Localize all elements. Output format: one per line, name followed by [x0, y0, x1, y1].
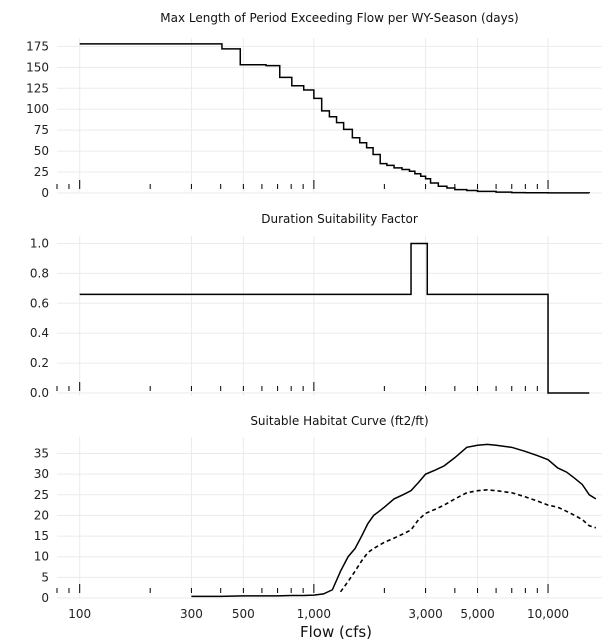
- y-tick-label: 20: [34, 508, 49, 522]
- y-tick-label: 50: [34, 144, 49, 158]
- y-tick-label: 1.0: [30, 236, 49, 250]
- y-tick-label: 175: [26, 39, 49, 53]
- x-tick-label-10-000: 10,000: [527, 607, 569, 621]
- panel-suitable-habitat: Suitable Habitat Curve (ft2/ft) 0 5 10 15 20 2…: [34, 414, 602, 621]
- y-tick-label: 0.4: [30, 326, 49, 340]
- y-tick-label: 5: [41, 570, 49, 584]
- y-tick-label: 0.8: [30, 266, 49, 280]
- y-tick-label: 35: [34, 447, 49, 461]
- y-tick-label: 100: [26, 102, 49, 116]
- y-tick-label: 10: [34, 550, 49, 564]
- y-tick-label: 30: [34, 467, 49, 481]
- x-axis-title: Flow (cfs): [300, 623, 372, 641]
- panel-title: Suitable Habitat Curve (ft2/ft): [250, 414, 428, 428]
- y-tick-label: 25: [34, 165, 49, 179]
- y-tick-label: 0: [41, 186, 49, 200]
- y-tick-label: 25: [34, 488, 49, 502]
- series-line-1-0: [79, 242, 590, 394]
- x-tick-label-5-000: 5,000: [460, 607, 494, 621]
- x-tick-label-500: 500: [232, 607, 255, 621]
- x-tick-label-100: 100: [68, 607, 91, 621]
- panel-max-length: Max Length of Period Exceeding Flow per …: [26, 11, 602, 200]
- panel-title: Duration Suitability Factor: [261, 212, 418, 226]
- x-tick-label-3-000: 3,000: [408, 607, 442, 621]
- series-line-0-0: [79, 43, 591, 194]
- y-tick-label: 0.0: [30, 386, 49, 400]
- y-tick-label: 125: [26, 81, 49, 95]
- x-tick-label-1-000: 1,000: [297, 607, 331, 621]
- y-tick-label: 0.6: [30, 296, 49, 310]
- y-tick-label: 0.2: [30, 356, 49, 370]
- panel-title: Max Length of Period Exceeding Flow per …: [160, 11, 518, 25]
- y-tick-label: 75: [34, 123, 49, 137]
- x-tick-label-300: 300: [180, 607, 203, 621]
- y-tick-label: 150: [26, 60, 49, 74]
- y-tick-label: 15: [34, 529, 49, 543]
- y-tick-label: 0: [41, 591, 49, 605]
- series-line-2-1: [339, 489, 597, 593]
- panel-duration-suitability: Duration Suitability Factor 0.0 0.2 0.4 0.6 0…: [30, 212, 602, 400]
- series-line-2-0: [191, 443, 597, 598]
